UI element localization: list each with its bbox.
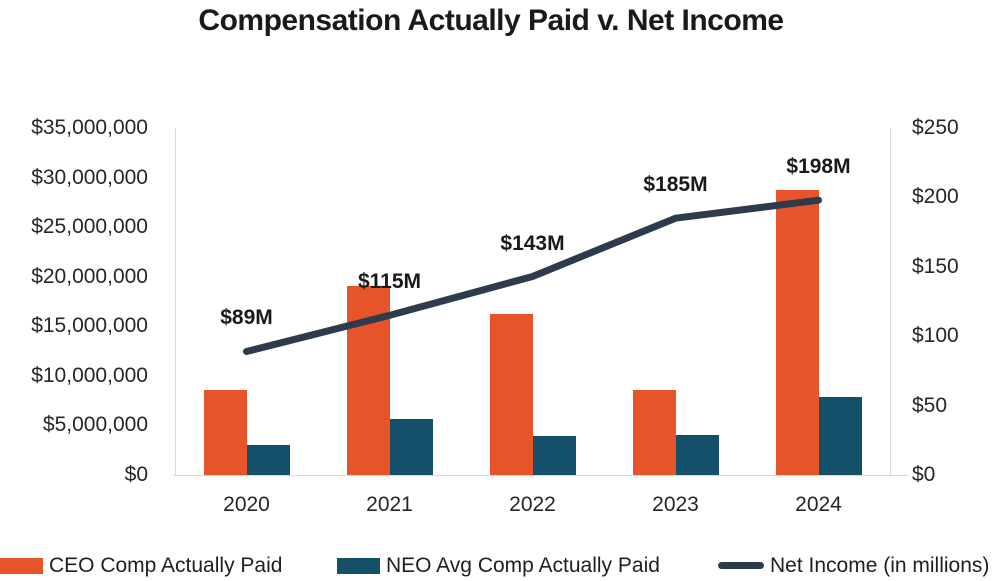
left-axis-tick: $10,000,000 [31,363,148,387]
net-income-data-label-2022: $143M [500,231,565,255]
right-axis-tick: $250 [912,116,959,139]
right-axis-tick: $150 [912,254,959,278]
bottom-axis-line [173,475,908,476]
neo-comp-bar-2021 [389,419,433,475]
right-axis-tick: $200 [912,185,959,209]
left-axis-tick: $25,000,000 [31,215,148,239]
x-axis-year-label: 2020 [223,493,270,516]
neo-comp-bar-2023 [675,435,719,475]
right-axis-tick: $100 [912,324,959,348]
net-income-data-label-2021: $115M [357,270,422,294]
ceo-comp-bar-2021 [346,285,390,475]
legend-line-swatch [718,562,764,569]
neo-comp-bar-2022 [532,436,576,475]
x-axis-year-label: 2022 [509,493,556,516]
right-axis-tick: $0 [912,463,936,486]
ceo-comp-bar-2022 [489,314,533,475]
right-axis-line [890,128,891,475]
left-axis-tick: $35,000,000 [31,116,148,139]
right-axis-tick: $50 [912,393,948,417]
net-income-data-label-2024: $198M [786,155,851,179]
x-axis-year-label: 2023 [652,493,699,516]
x-axis-year-label: 2021 [366,493,413,516]
legend-bar-swatch [337,558,380,574]
ceo-comp-bar-2020 [203,389,247,475]
neo-comp-bar-2024 [818,396,862,475]
left-axis-tick: $30,000,000 [31,165,148,189]
legend-bar-swatch [0,558,43,574]
left-axis-tick: $15,000,000 [31,314,148,338]
net-income-data-label-2023: $185M [643,173,708,197]
x-axis-year-label: 2024 [795,493,842,516]
legend-label: NEO Avg Comp Actually Paid [386,554,660,577]
ceo-comp-bar-2024 [775,190,819,475]
left-axis-tick: $20,000,000 [31,264,148,288]
left-axis-tick: $5,000,000 [42,413,148,437]
net-income-data-label-2020: $89M [220,306,273,330]
chart-title: Compensation Actually Paid v. Net Income [198,4,784,37]
left-axis-tick: $0 [124,463,148,486]
legend-label: CEO Comp Actually Paid [49,554,283,577]
left-axis-line [175,128,176,475]
legend: CEO Comp Actually Paid NEO Avg Comp Actua… [0,551,1007,581]
legend-label: Net Income (in millions) [770,554,990,577]
neo-comp-bar-2020 [246,445,290,475]
ceo-comp-bar-2023 [632,389,676,475]
